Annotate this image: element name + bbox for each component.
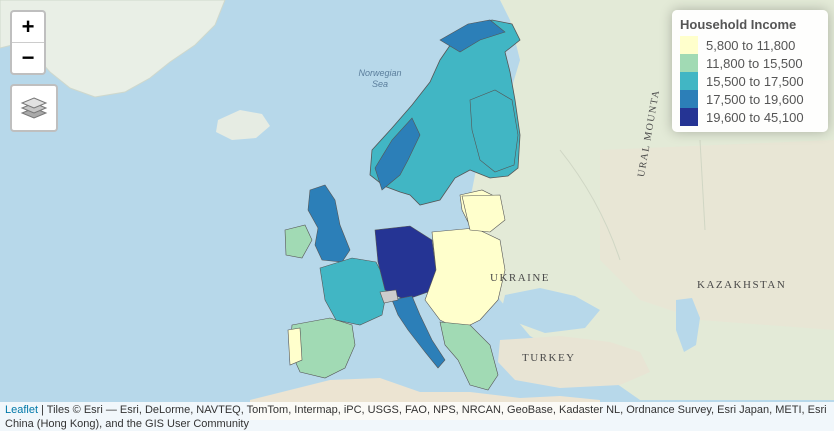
legend-item: 11,800 to 15,500 (680, 54, 820, 72)
legend-item: 15,500 to 17,500 (680, 72, 820, 90)
legend-label: 15,500 to 17,500 (706, 73, 804, 89)
attribution-bar: Leaflet | Tiles © Esri — Esri, DeLorme, … (0, 402, 834, 431)
legend-label: 11,800 to 15,500 (706, 55, 803, 71)
legend-title: Household Income (680, 17, 797, 32)
legend-item: 5,800 to 11,800 (680, 36, 820, 54)
legend-swatch (680, 54, 698, 72)
legend-item: 19,600 to 45,100 (680, 108, 820, 126)
legend-label: 19,600 to 45,100 (706, 109, 804, 125)
legend-swatch (680, 72, 698, 90)
layers-icon (20, 97, 48, 119)
zoom-out-button[interactable]: − (21, 45, 35, 70)
legend-label: 17,500 to 19,600 (706, 91, 804, 107)
kazakhstan-label: KAZAKHSTAN (697, 279, 787, 291)
attribution-text: | Tiles © Esri — Esri, DeLorme, NAVTEQ, … (5, 404, 827, 430)
zoom-in-button[interactable]: + (12, 12, 44, 43)
legend-swatch (680, 36, 698, 54)
turkey-label: TURKEY (522, 352, 576, 364)
layers-button[interactable] (10, 84, 58, 132)
legend-item: 17,500 to 19,600 (680, 90, 820, 108)
map-legend: Household Income 5,800 to 11,800 11,800 … (672, 10, 828, 132)
zoom-control: + − (10, 10, 46, 75)
legend-swatch (680, 108, 698, 126)
legend-label: 5,800 to 11,800 (706, 37, 796, 53)
norwegian-sea-label: Norwegian Sea (358, 68, 402, 89)
leaflet-link[interactable]: Leaflet (5, 404, 39, 416)
legend-swatch (680, 90, 698, 108)
ukraine-label: UKRAINE (490, 272, 550, 284)
